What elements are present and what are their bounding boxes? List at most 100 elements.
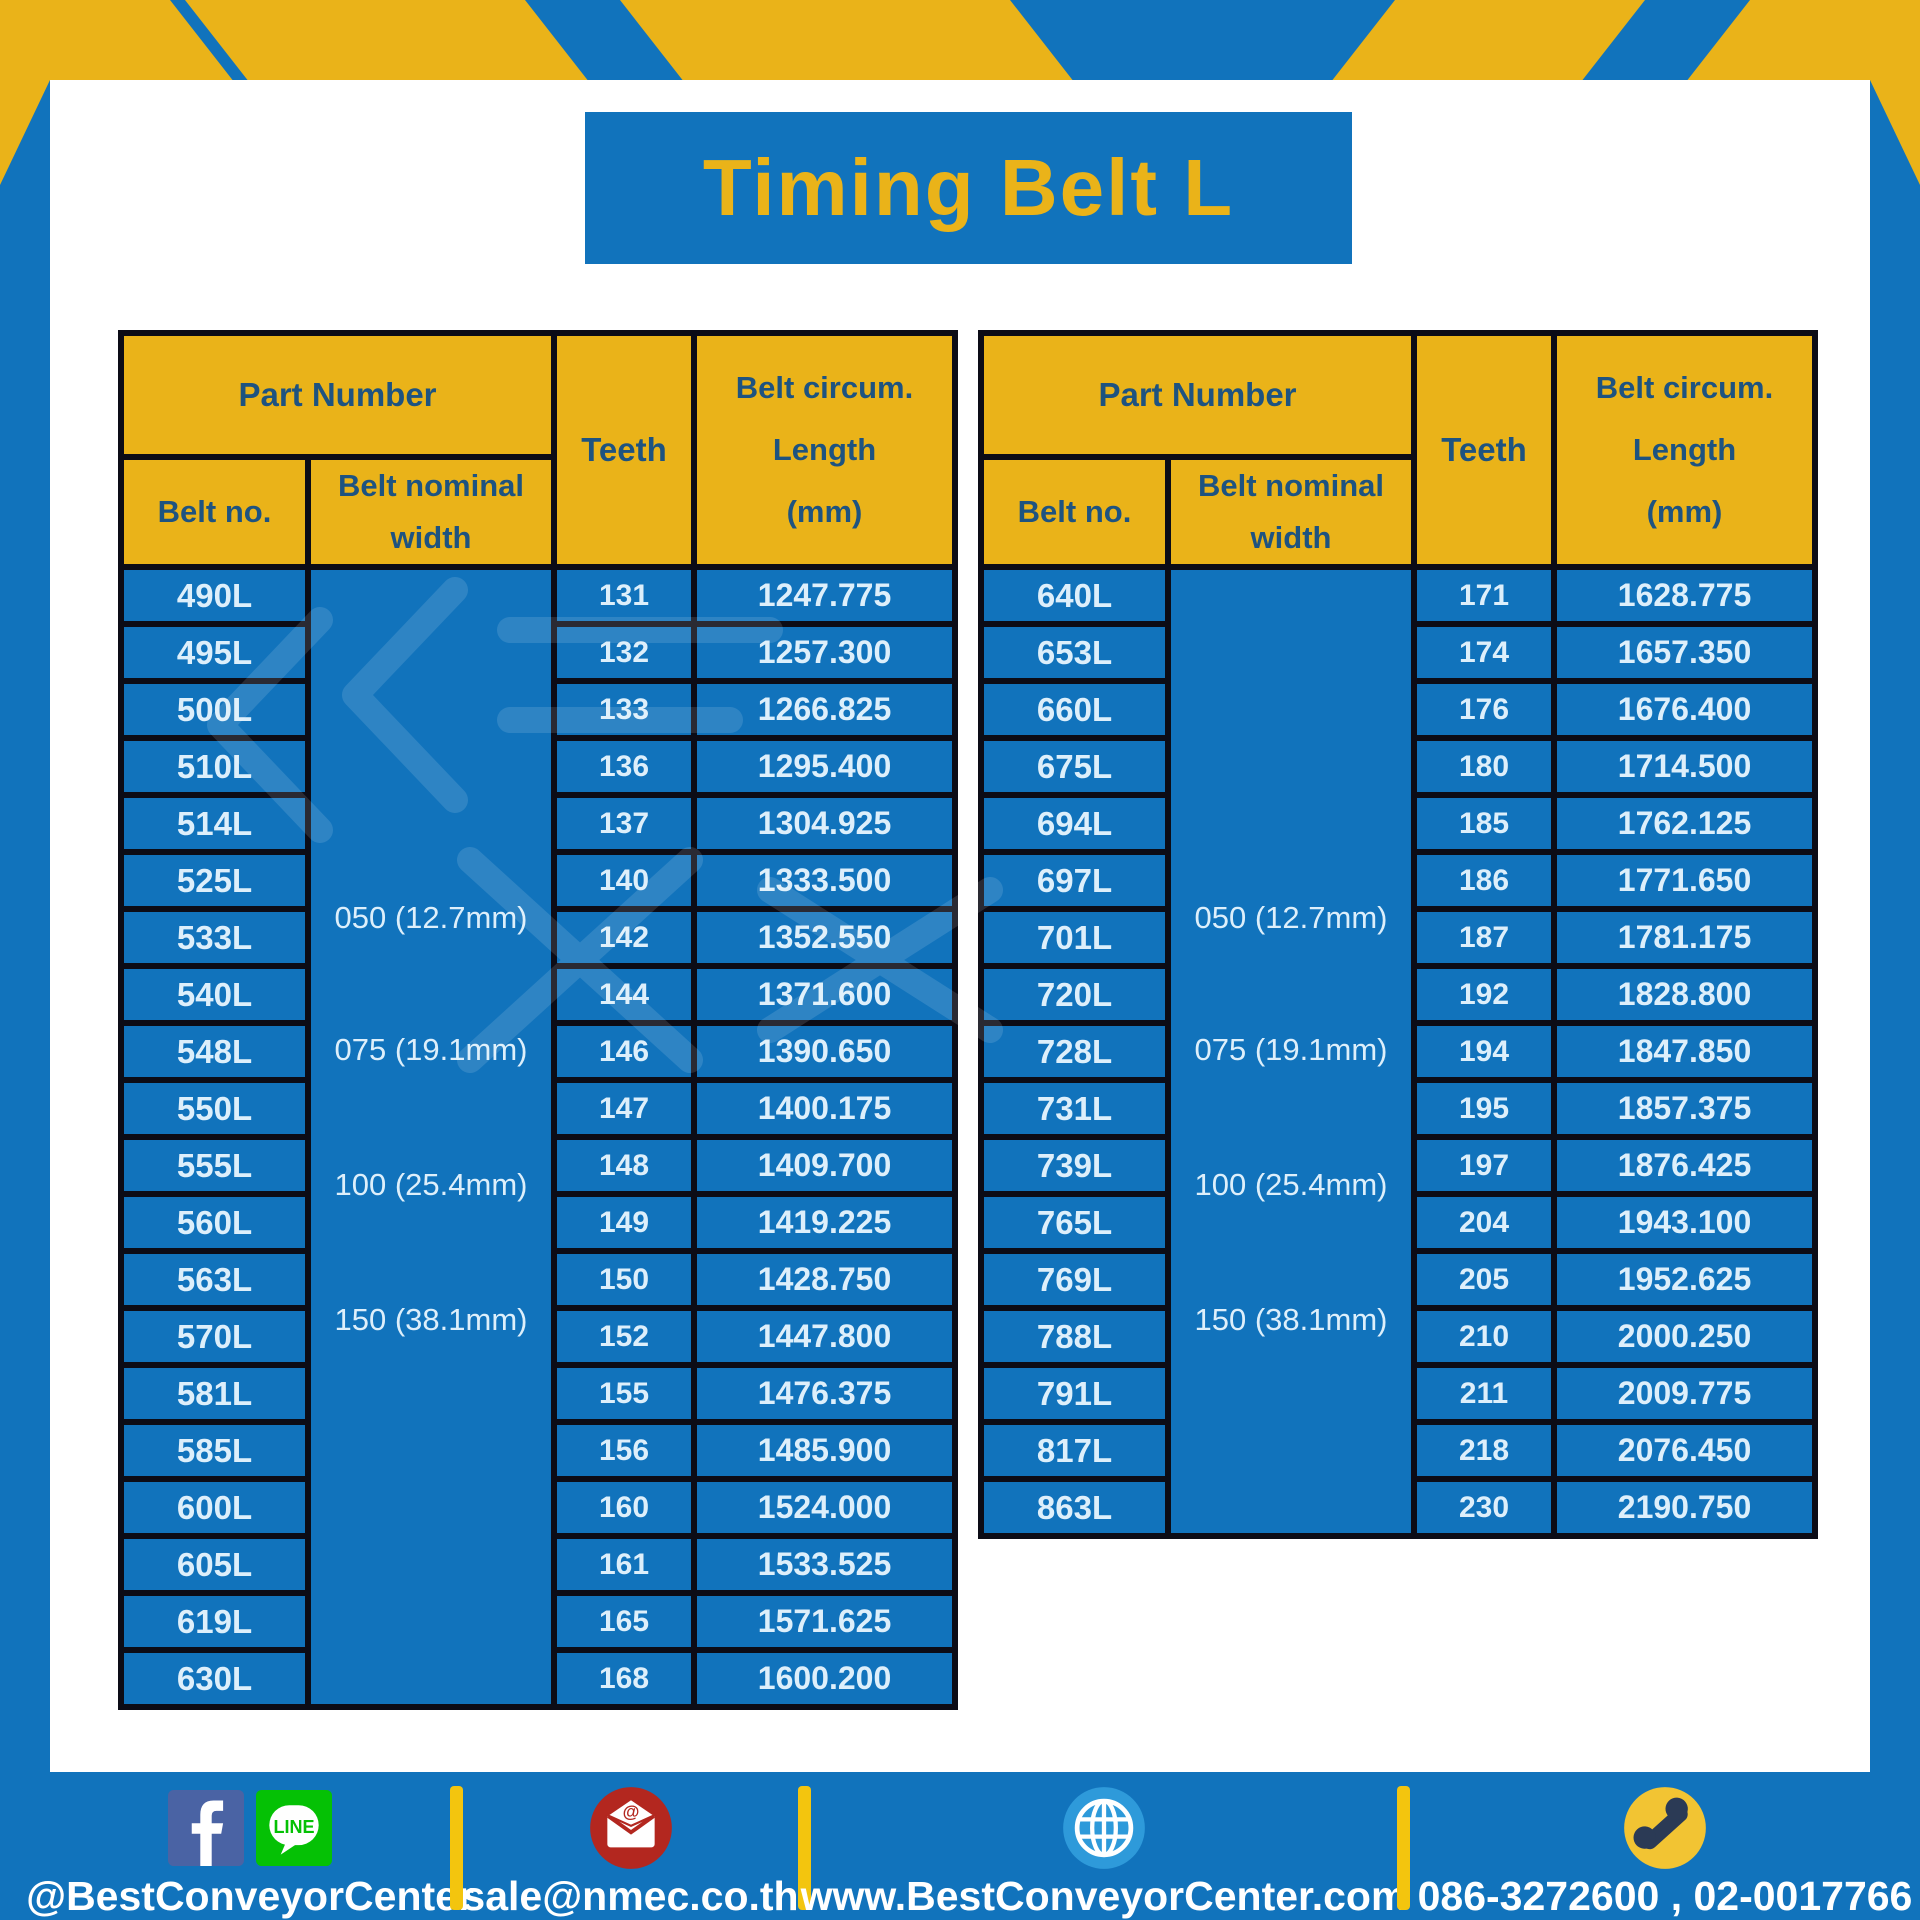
belt-no-cell: 550L: [118, 1077, 311, 1140]
belt-width-header: Belt nominal width: [305, 454, 557, 570]
table-row: 560L 149 1419.225: [118, 1191, 958, 1254]
circ-line2: Length: [1632, 432, 1737, 467]
belt-no-cell: 863L: [978, 1476, 1171, 1539]
belt-no-cell: 630L: [118, 1647, 311, 1710]
table-row: 731L 195 1857.375: [978, 1077, 1818, 1140]
teeth-cell: 171: [1411, 564, 1557, 627]
belt-no-cell: 694L: [978, 792, 1171, 855]
table-row: 563L 150 1428.750: [118, 1248, 958, 1311]
table-row: 525L 140 1333.500: [118, 849, 958, 912]
facebook-icon[interactable]: [168, 1789, 244, 1866]
belt-no-cell: 653L: [978, 621, 1171, 684]
length-cell: 1762.125: [1551, 792, 1818, 855]
phone-numbers[interactable]: 086-3272600 , 02-0017766: [1417, 1873, 1913, 1919]
belt-no-cell: 739L: [978, 1134, 1171, 1197]
table-row: 555L 148 1409.700: [118, 1134, 958, 1197]
belt-no-cell: 791L: [978, 1362, 1171, 1425]
table-row: 660L 176 1676.400: [978, 678, 1818, 741]
teeth-cell: 161: [551, 1533, 697, 1596]
length-cell: 1781.175: [1551, 906, 1818, 969]
table-row: 605L 161 1533.525: [118, 1533, 958, 1596]
teeth-cell: 155: [551, 1362, 697, 1425]
table-row: 619L 165 1571.625: [118, 1590, 958, 1653]
teeth-cell: 147: [551, 1077, 697, 1140]
table-row: 548L 146 1390.650: [118, 1020, 958, 1083]
line-icon[interactable]: LINE: [256, 1789, 332, 1866]
table-row: 570L 152 1447.800: [118, 1305, 958, 1368]
part-number-header: Part Number: [118, 330, 557, 460]
length-cell: 2009.775: [1551, 1362, 1818, 1425]
table-row: 550L 147 1400.175: [118, 1077, 958, 1140]
belt-no-cell: 548L: [118, 1020, 311, 1083]
caution-stripe: [1687, 0, 1920, 80]
belt-no-cell: 769L: [978, 1248, 1171, 1311]
width-label: 050 (12.7mm): [334, 900, 528, 935]
length-cell: 1657.350: [1551, 621, 1818, 684]
table-row: 495L 132 1257.300: [118, 621, 958, 684]
length-cell: 1524.000: [691, 1476, 958, 1539]
website-url[interactable]: www.BestConveyorCenter.com: [800, 1873, 1408, 1919]
length-cell: 2076.450: [1551, 1419, 1818, 1482]
teeth-cell: 160: [551, 1476, 697, 1539]
length-cell: 1714.500: [1551, 735, 1818, 798]
teeth-cell: 204: [1411, 1191, 1557, 1254]
teeth-cell: 187: [1411, 906, 1557, 969]
table-row: 720L 192 1828.800: [978, 963, 1818, 1026]
footer-phone-section: 086-3272600 , 02-0017766: [1410, 1772, 1920, 1920]
length-cell: 1390.650: [691, 1020, 958, 1083]
teeth-cell: 137: [551, 792, 697, 855]
belt-no-cell: 605L: [118, 1533, 311, 1596]
teeth-cell: 150: [551, 1248, 697, 1311]
table-row: 701L 187 1781.175: [978, 906, 1818, 969]
belt-no-cell: 788L: [978, 1305, 1171, 1368]
circ-line1: Belt circum.: [1595, 370, 1774, 405]
belt-no-cell: 555L: [118, 1134, 311, 1197]
belt-width-merged-cell: 050 (12.7mm) 075 (19.1mm) 100 (25.4mm) 150 …: [305, 564, 557, 1710]
length-cell: 1419.225: [691, 1191, 958, 1254]
length-cell: 1352.550: [691, 906, 958, 969]
length-cell: 1676.400: [1551, 678, 1818, 741]
teeth-cell: 144: [551, 963, 697, 1026]
email-icon[interactable]: @: [588, 1785, 674, 1871]
length-cell: 1876.425: [1551, 1134, 1818, 1197]
globe-icon[interactable]: [1061, 1785, 1147, 1871]
teeth-cell: 176: [1411, 678, 1557, 741]
length-cell: 1828.800: [1551, 963, 1818, 1026]
belt-no-cell: 697L: [978, 849, 1171, 912]
teeth-cell: 174: [1411, 621, 1557, 684]
table-row: 728L 194 1847.850: [978, 1020, 1818, 1083]
length-cell: 1247.775: [691, 564, 958, 627]
teeth-cell: 156: [551, 1419, 697, 1482]
length-cell: 1409.700: [691, 1134, 958, 1197]
phone-icon[interactable]: [1622, 1785, 1708, 1871]
table-row: 581L 155 1476.375: [118, 1362, 958, 1425]
belt-width-line1: Belt nominal: [1197, 468, 1384, 503]
teeth-cell: 136: [551, 735, 697, 798]
circ-line3: (mm): [786, 494, 863, 529]
width-label: 050 (12.7mm): [1194, 900, 1388, 935]
email-address[interactable]: sale@nmec.co.th: [462, 1873, 799, 1919]
belt-no-cell: 640L: [978, 564, 1171, 627]
teeth-cell: 149: [551, 1191, 697, 1254]
length-cell: 1400.175: [691, 1077, 958, 1140]
length-cell: 1266.825: [691, 678, 958, 741]
belt-no-cell: 495L: [118, 621, 311, 684]
footer-divider: [450, 1786, 463, 1910]
table-row: 739L 197 1876.425: [978, 1134, 1818, 1197]
length-cell: 1447.800: [691, 1305, 958, 1368]
teeth-cell: 186: [1411, 849, 1557, 912]
length-cell: 2190.750: [1551, 1476, 1818, 1539]
belt-no-header: Belt no.: [118, 454, 311, 570]
teeth-cell: 133: [551, 678, 697, 741]
belt-no-cell: 720L: [978, 963, 1171, 1026]
footer-email-section: @ sale@nmec.co.th: [462, 1772, 799, 1920]
footer-divider: [1397, 1786, 1410, 1910]
teeth-cell: 165: [551, 1590, 697, 1653]
circ-line3: (mm): [1646, 494, 1723, 529]
teeth-header: Teeth: [1411, 330, 1557, 570]
social-handle[interactable]: @BestConveyorCenter: [26, 1873, 474, 1919]
belt-table-body-0: 490L 050 (12.7mm) 075 (19.1mm) 100 (25.4mm)…: [118, 564, 958, 1710]
length-cell: 1857.375: [1551, 1077, 1818, 1140]
belt-no-cell: 765L: [978, 1191, 1171, 1254]
circumference-header: Belt circum. Length (mm): [1551, 330, 1818, 570]
